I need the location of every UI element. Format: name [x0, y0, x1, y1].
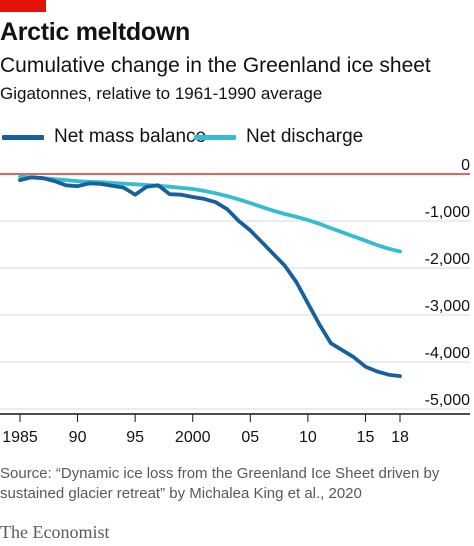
legend-swatch-net-discharge [194, 134, 236, 140]
series-line-net-discharge [18, 174, 402, 254]
x-tick-label: 15 [357, 429, 375, 446]
y-tick-label: -3,000 [425, 298, 470, 315]
chart-subtitle: Cumulative change in the Greenland ice s… [0, 54, 431, 77]
y-tick-label: -4,000 [425, 345, 470, 362]
legend-item-net-mass-balance: Net mass balance [2, 126, 206, 148]
legend-label-net-discharge: Net discharge [246, 126, 364, 147]
brand-red-tag [0, 0, 46, 12]
series-line-net-mass-balance [18, 175, 402, 379]
brand-wordmark: The Economist [0, 522, 110, 542]
chart-title: Arctic meltdown [0, 18, 190, 46]
x-tick-label: 1985 [2, 429, 38, 446]
legend-label-net-mass-balance: Net mass balance [54, 126, 207, 147]
x-tick-label: 2000 [175, 429, 211, 446]
x-tick-label: 10 [299, 429, 317, 446]
y-tick-label: -2,000 [425, 251, 470, 268]
source-note: Source: “Dynamic ice loss from the Green… [0, 465, 440, 502]
x-tick-label: 05 [241, 429, 259, 446]
chart-unit-note: Gigatonnes, relative to 1961-1990 averag… [0, 84, 323, 103]
y-tick-label: -5,000 [425, 392, 470, 409]
line-chart: 0 -1,000 -2,000 -3,000 -4,000 -5,000 1985 90 95 2… [0, 157, 470, 446]
x-tick-label: 95 [126, 429, 144, 446]
y-tick-label: 0 [461, 157, 470, 174]
x-tick-label: 18 [391, 429, 409, 446]
legend-swatch-net-mass-balance [2, 134, 44, 140]
x-tick-label: 90 [69, 429, 87, 446]
y-tick-label: -1,000 [425, 204, 470, 221]
legend-item-net-discharge: Net discharge [194, 126, 363, 148]
